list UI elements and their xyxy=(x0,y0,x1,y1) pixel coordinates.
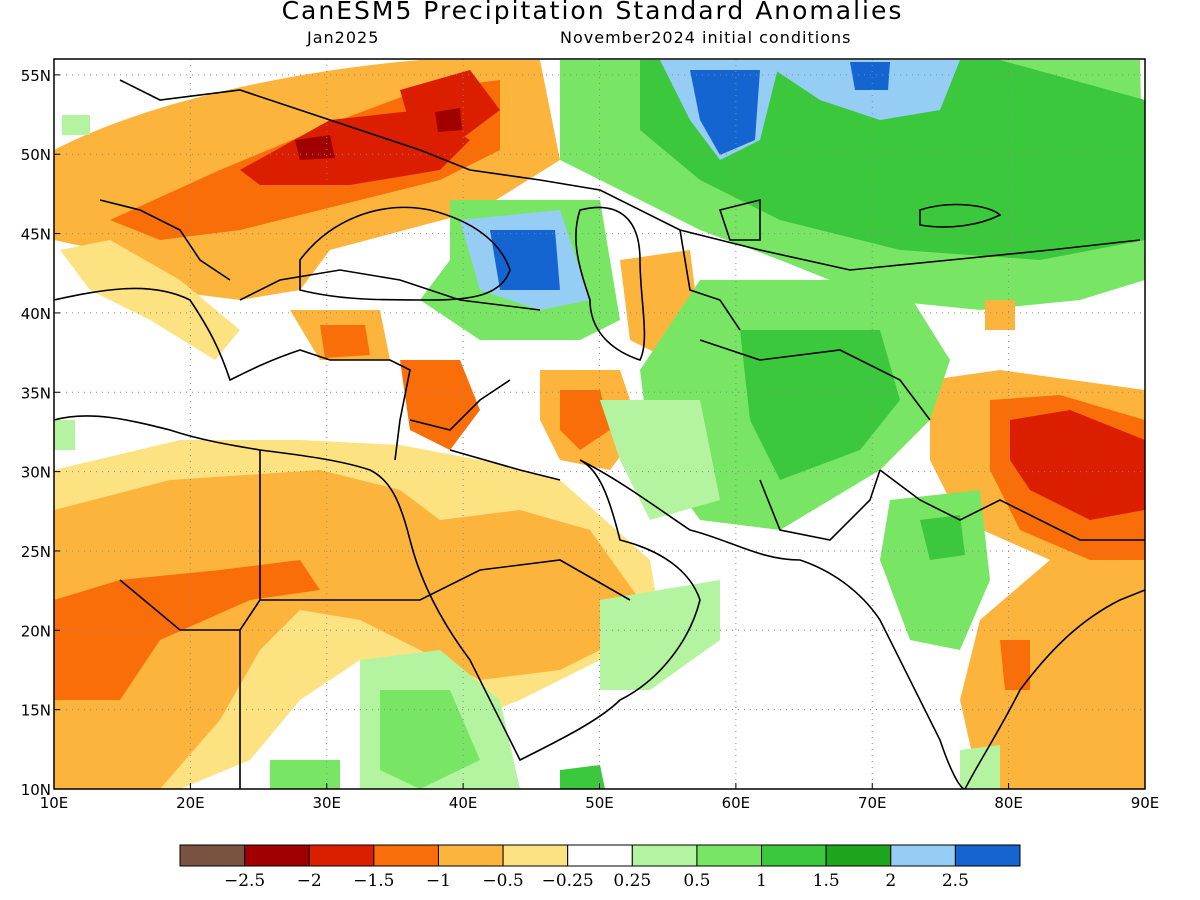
border xyxy=(239,450,261,789)
lat-tick-label: 10N xyxy=(21,781,51,799)
colorbar-label: 0.5 xyxy=(683,871,710,891)
border xyxy=(99,199,231,281)
anomaly-region xyxy=(600,580,720,690)
coastline xyxy=(919,203,1002,228)
anomaly-region xyxy=(600,400,720,520)
colorbar-bin xyxy=(308,844,375,867)
colorbar-label: 2.5 xyxy=(942,871,969,891)
colorbar-bin xyxy=(954,844,1021,867)
colorbar-bin xyxy=(825,844,892,867)
anomaly-region xyxy=(54,470,640,789)
lat-tick-label: 40N xyxy=(21,305,51,323)
border xyxy=(679,229,741,331)
colorbar-label: −1 xyxy=(426,871,451,891)
lon-tick-label: 20E xyxy=(176,794,205,812)
anomaly-region xyxy=(54,560,320,700)
lat-tick-label: 55N xyxy=(21,67,51,85)
anomaly-region xyxy=(1010,410,1145,520)
border xyxy=(239,269,541,311)
coastline xyxy=(964,589,1145,789)
anomaly-region xyxy=(60,240,240,360)
anomaly-region xyxy=(400,360,480,450)
lat-tick-label: 45N xyxy=(21,226,51,244)
border xyxy=(759,469,881,541)
anomaly-shading xyxy=(54,60,1145,789)
lat-tick-label: 30N xyxy=(21,464,51,482)
lat-tick-label: 35N xyxy=(21,384,51,402)
border xyxy=(119,579,240,631)
latitude-axis: 10N 15N 20N 25N 30N 35N 40N 45N 50N 55N xyxy=(21,67,60,799)
anomaly-region xyxy=(960,745,1000,789)
colorbar-bin xyxy=(437,844,504,867)
border xyxy=(119,79,1141,271)
coastlines-and-borders xyxy=(54,79,1145,789)
colorbar-label: −0.25 xyxy=(542,871,594,891)
anomaly-region xyxy=(985,300,1015,330)
colorbar-bin xyxy=(244,844,310,867)
colorbar-label: −2.5 xyxy=(224,871,265,891)
anomaly-region xyxy=(62,115,90,135)
lon-tick-label: 60E xyxy=(722,794,751,812)
colorbar-label: 1 xyxy=(756,871,767,891)
lon-tick-label: 70E xyxy=(858,794,887,812)
anomaly-region xyxy=(54,420,75,450)
lat-tick-label: 25N xyxy=(21,543,51,561)
lon-tick-label: 40E xyxy=(449,794,478,812)
anomaly-region xyxy=(920,515,965,560)
colorbar-bin xyxy=(502,844,569,867)
colorbar-label: −1.5 xyxy=(353,871,394,891)
border xyxy=(879,469,1145,541)
anomaly-region xyxy=(380,690,480,789)
colorbar-label: −2 xyxy=(297,871,322,891)
colorbar-bin xyxy=(179,844,246,867)
colorbar-bin xyxy=(567,844,633,867)
anomaly-region xyxy=(850,62,890,90)
longitude-axis: 10E 20E 30E 40E 50E 60E 70E 80E 90E xyxy=(40,783,1160,812)
initial-conditions-label: November2024 initial conditions xyxy=(560,28,852,47)
anomaly-region xyxy=(490,230,560,290)
lat-tick-label: 15N xyxy=(21,702,51,720)
lon-tick-label: 30E xyxy=(312,794,341,812)
coastline xyxy=(575,206,646,361)
colorbar-label: 0.25 xyxy=(613,871,651,891)
coastline xyxy=(718,198,761,241)
anomaly-region xyxy=(320,325,370,358)
anomaly-region xyxy=(560,390,610,450)
border xyxy=(699,339,931,421)
anomaly-region xyxy=(270,760,340,789)
colorbar-label: −0.5 xyxy=(482,871,523,891)
colorbar-bin xyxy=(761,844,827,867)
coastline xyxy=(579,459,966,789)
border xyxy=(409,379,511,431)
map-title: CanESM5 Precipitation Standard Anomalies xyxy=(281,0,904,25)
lat-tick-label: 20N xyxy=(21,622,51,640)
lon-tick-label: 80E xyxy=(994,794,1023,812)
anomaly-region xyxy=(690,70,760,155)
colorbar-label: 2 xyxy=(885,871,896,891)
colorbar-bin xyxy=(696,844,763,867)
coastline xyxy=(54,415,701,762)
lon-tick-label: 50E xyxy=(585,794,614,812)
lon-tick-label: 90E xyxy=(1131,794,1160,812)
valid-month-label: Jan2025 xyxy=(307,28,380,47)
coastline xyxy=(299,206,511,301)
coastline xyxy=(54,287,411,461)
anomaly-region xyxy=(1000,640,1030,690)
lon-tick-label: 10E xyxy=(40,794,69,812)
anomaly-region xyxy=(435,108,462,132)
lat-tick-label: 50N xyxy=(21,146,51,164)
anomaly-region xyxy=(740,330,900,480)
colorbar-bin xyxy=(890,844,956,867)
colorbar: −2.5 −2 −1.5 −1 −0.5 −0.25 0.25 0.5 1 1.5 2 2.5 xyxy=(179,844,1021,891)
colorbar-bin xyxy=(631,844,698,867)
anomaly-region xyxy=(560,765,605,789)
anomaly-region xyxy=(240,110,470,185)
anomaly-region xyxy=(880,490,990,650)
border xyxy=(449,449,561,481)
colorbar-bin xyxy=(373,844,439,867)
anomaly-region xyxy=(400,70,500,140)
border xyxy=(260,559,631,601)
colorbar-label: 1.5 xyxy=(813,871,840,891)
